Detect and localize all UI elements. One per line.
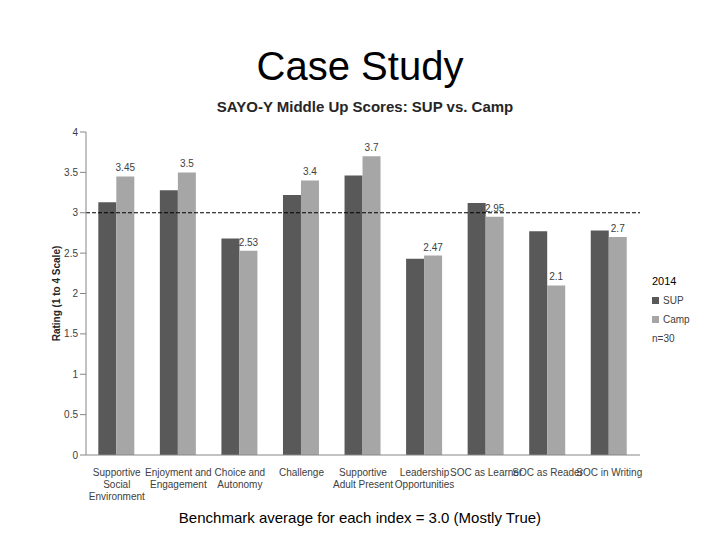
- svg-text:2.1: 2.1: [549, 271, 563, 282]
- svg-text:LeadershipOpportunities: LeadershipOpportunities: [395, 467, 454, 490]
- svg-text:SOC as Reader: SOC as Reader: [512, 467, 583, 478]
- svg-text:0.5: 0.5: [64, 409, 78, 420]
- svg-text:2.53: 2.53: [239, 237, 259, 248]
- html-text:Camp: Camp: [663, 314, 690, 325]
- svg-text:3.7: 3.7: [365, 142, 379, 153]
- svg-text:2.47: 2.47: [423, 242, 443, 253]
- svg-text:0: 0: [72, 450, 78, 461]
- svg-text:2.95: 2.95: [485, 203, 505, 214]
- svg-text:Choice andAutonomy: Choice andAutonomy: [215, 467, 266, 490]
- svg-text:SOC in Writing: SOC in Writing: [576, 467, 642, 478]
- svg-text:3: 3: [72, 207, 78, 218]
- svg-text:SOC as Learner: SOC as Learner: [450, 467, 523, 478]
- svg-text:Rating (1 to 4 Scale): Rating (1 to 4 Scale): [51, 246, 62, 342]
- html-text:SUP: SUP: [663, 295, 684, 306]
- svg-text:2: 2: [72, 288, 78, 299]
- svg-text:1: 1: [72, 369, 78, 380]
- html-text:2014: 2014: [652, 275, 677, 287]
- html-text:Benchmark average for each ind: Benchmark average for each index = 3.0 (…: [178, 509, 542, 526]
- html-text:SAYO-Y Middle Up Scores: SUP v: SAYO-Y Middle Up Scores: SUP vs. Camp: [216, 98, 514, 115]
- svg-text:Challenge: Challenge: [279, 467, 324, 478]
- svg-text:SupportiveSocialEnvironment: SupportiveSocialEnvironment: [89, 467, 145, 502]
- svg-text:3.5: 3.5: [180, 158, 194, 169]
- html-text:Case Study: Case Study: [256, 44, 464, 88]
- html-text:n=30: n=30: [652, 333, 675, 344]
- svg-text:2.5: 2.5: [64, 248, 78, 259]
- svg-text:Enjoyment andEngagement: Enjoyment andEngagement: [145, 467, 212, 490]
- svg-text:1.5: 1.5: [64, 328, 78, 339]
- svg-text:2.7: 2.7: [611, 223, 625, 234]
- svg-text:3.45: 3.45: [116, 162, 136, 173]
- svg-text:4: 4: [72, 127, 78, 138]
- svg-text:SupportiveAdult Present: SupportiveAdult Present: [333, 467, 393, 490]
- svg-text:3.5: 3.5: [64, 167, 78, 178]
- svg-text:3.4: 3.4: [303, 166, 317, 177]
